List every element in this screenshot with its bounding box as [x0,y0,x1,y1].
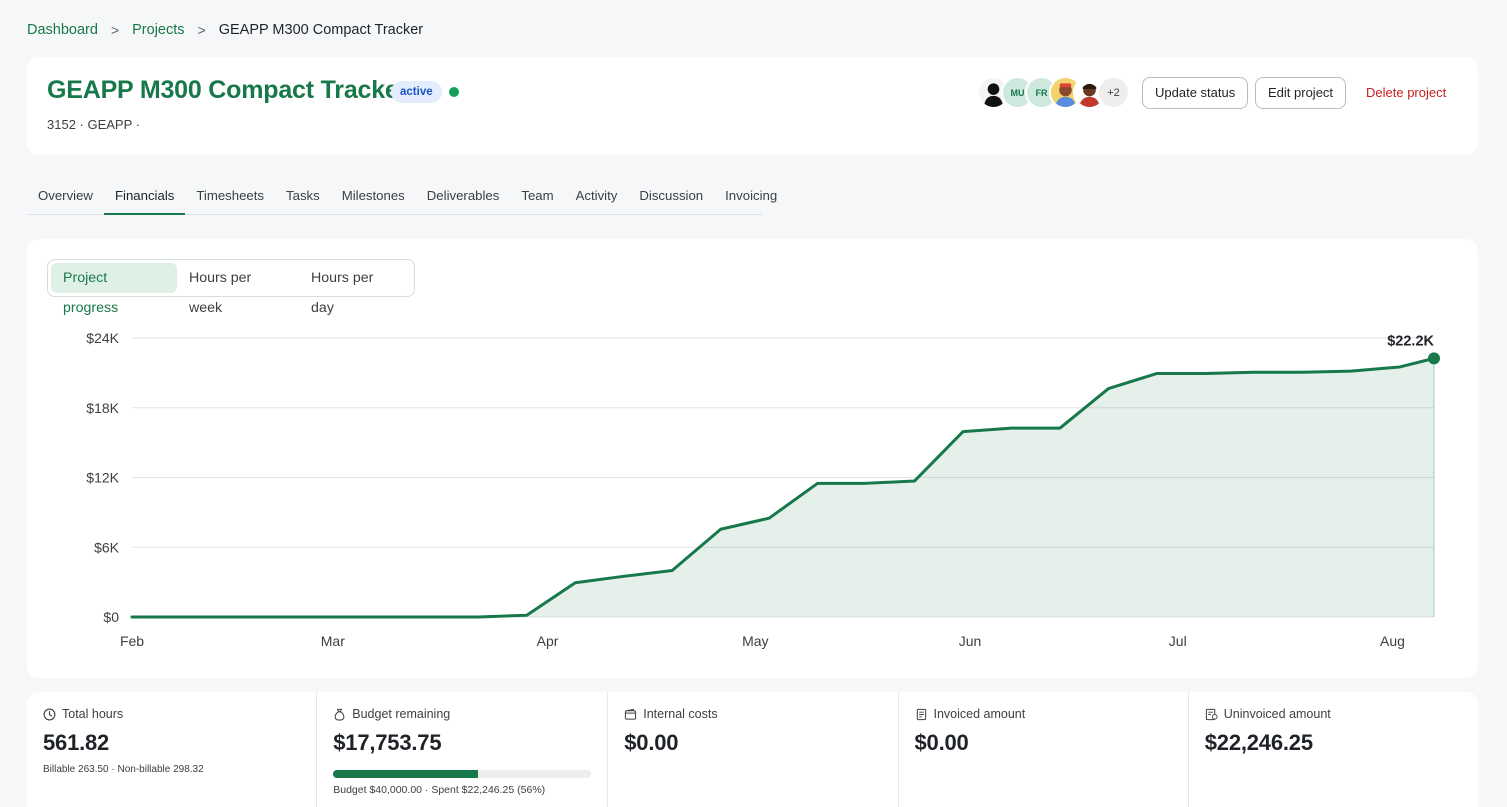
tab-milestones[interactable]: Milestones [341,188,405,203]
status-dot-icon [449,87,459,97]
x-tick-label: Feb [120,633,144,649]
stat-total-hours: Total hours 561.82 Billable 263.50 · Non… [27,692,318,807]
toggle-hours-per-week[interactable]: Hours per week [188,270,252,316]
stats-row: Total hours 561.82 Billable 263.50 · Non… [27,692,1478,807]
breadcrumb-current: GEAPP M300 Compact Tracker [218,22,424,38]
y-tick-label: $18K [86,400,119,416]
stat-label: Uninvoiced amount [1223,707,1331,721]
y-tick-label: $0 [103,609,119,625]
stat-internal-costs: Internal costs $0.00 [608,692,899,807]
breadcrumb: Dashboard > Projects > GEAPP M300 Compac… [27,22,423,38]
stat-subtext: Budget $40,000.00 · Spent $22,246.25 (56… [333,784,546,796]
tab-financials[interactable]: Financials [103,180,186,215]
project-progress-chart: $0 $6K $12K $18K $24K Feb Mar Apr May Jun Jul Aug $2… [86,330,1440,649]
toggle-project-progress[interactable]: Project progress [51,263,177,316]
delete-project-button[interactable]: Delete project [1366,85,1447,100]
stat-invoiced-amount: Invoiced amount $0.00 [899,692,1189,807]
more-members-badge[interactable]: +2 [1097,76,1130,109]
stat-value: $0.00 [914,730,969,755]
x-tick-label: May [742,633,768,649]
update-status-button[interactable]: Update status [1142,77,1249,109]
end-point-marker [1428,352,1440,365]
tab-activity[interactable]: Activity [575,188,618,203]
tab-discussion[interactable]: Discussion [639,188,704,203]
stat-value: $22,246.25 [1204,730,1313,755]
stat-label: Internal costs [643,707,718,721]
tab-timesheets[interactable]: Timesheets [196,188,265,203]
x-tick-label: Jun [959,633,982,649]
breadcrumb-projects-link[interactable]: Projects [132,22,185,38]
area-fill [132,358,1434,617]
stat-budget-remaining: Budget remaining $17,753.75 Budget $40,0… [317,692,609,807]
project-tabs: Overview Financials Timesheets Tasks Mil… [27,180,777,215]
stat-value: $0.00 [624,730,679,755]
y-tick-label: $6K [94,539,120,555]
budget-progress-bar [333,770,592,778]
breadcrumb-separator: > [110,22,120,38]
y-tick-label: $12K [86,470,119,486]
budget-progress-fill [333,770,478,778]
chart-card: $0 $6K $12K $18K $24K Feb Mar Apr May Jun Jul Aug $2… [27,239,1478,678]
team-avatars[interactable]: MU FR +2 [977,76,1130,109]
toggle-hours-per-day[interactable]: Hours per day [311,270,374,316]
edit-project-button[interactable]: Edit project [1255,77,1347,109]
tab-deliverables[interactable]: Deliverables [426,188,500,203]
stat-label: Invoiced amount [933,707,1026,721]
end-value-label: $22.2K [1387,333,1434,349]
breadcrumb-dashboard-link[interactable]: Dashboard [27,22,98,38]
chart-view-toggle: Project progress Hours per week Hours pe… [47,259,415,316]
project-header-card: GEAPP M300 Compact Tracker active 3152 ·… [27,57,1478,155]
stat-value: $17,753.75 [333,730,442,755]
receipt-icon [916,708,926,720]
clock-icon [43,708,56,720]
x-tick-label: Aug [1380,633,1405,649]
project-meta: 3152 · GEAPP · [47,117,140,132]
x-tick-label: Mar [321,633,345,649]
tab-invoicing[interactable]: Invoicing [725,188,778,203]
tab-team[interactable]: Team [521,188,554,203]
tab-tasks[interactable]: Tasks [286,188,320,203]
series-line [130,356,1436,619]
stat-value: 561.82 [43,730,110,755]
status-badge: active [391,81,442,103]
breadcrumb-separator: > [197,22,206,38]
page-title: GEAPP M300 Compact Tracker [47,76,409,104]
x-tick-label: Jul [1169,633,1187,649]
stat-label: Budget remaining [352,707,451,721]
wallet-icon [625,708,637,720]
money-bag-icon [334,708,345,721]
tab-overview[interactable]: Overview [38,188,93,203]
receipt-pending-icon [1205,708,1218,720]
y-tick-label: $24K [86,330,119,346]
stat-subtext: Billable 263.50 · Non-billable 298.32 [43,764,204,775]
x-tick-label: Apr [537,633,559,649]
stat-label: Total hours [62,707,124,721]
stat-uninvoiced-amount: Uninvoiced amount $22,246.25 [1189,692,1478,807]
